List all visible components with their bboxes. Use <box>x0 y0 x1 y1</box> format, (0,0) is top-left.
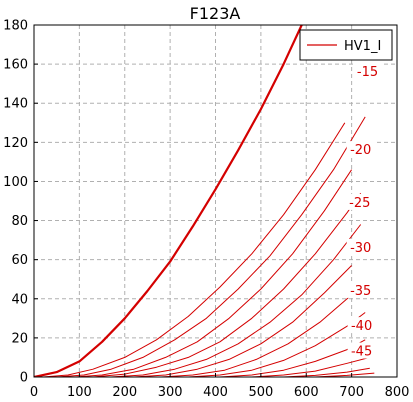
curve <box>56 116 366 377</box>
x-tick-label: 800 <box>385 385 410 400</box>
curve <box>283 367 370 377</box>
x-tick-label: 600 <box>294 385 319 400</box>
curve-label-bg <box>346 238 375 255</box>
legend: HV1_I <box>299 29 393 61</box>
y-tick-label: 60 <box>11 253 28 268</box>
x-tick-label: 100 <box>67 385 92 400</box>
y-tick-label: 180 <box>3 19 28 34</box>
curve-label-bg <box>346 141 375 158</box>
chart-title: F123A <box>190 4 241 23</box>
curve-label-bg <box>353 62 382 79</box>
curve <box>188 312 366 377</box>
x-tick-label: 200 <box>112 385 137 400</box>
x-tick-label: 500 <box>248 385 273 400</box>
curve-label: -45 <box>351 345 372 360</box>
curve <box>111 224 362 377</box>
y-tick-label: 40 <box>11 292 28 307</box>
y-tick-label: 120 <box>3 136 28 151</box>
curve-bold <box>34 25 303 377</box>
x-tick-label: 0 <box>30 385 38 400</box>
curve-label: -20 <box>350 143 371 158</box>
curve <box>315 372 375 377</box>
x-tick-label: 300 <box>158 385 183 400</box>
legend-label: HV1_I <box>344 39 381 54</box>
curve <box>43 122 346 377</box>
curve-label: -15 <box>357 65 378 80</box>
curve-label: -35 <box>350 284 371 299</box>
ticks: 0 100 200 300 400 500 600 700 800 0 20 40 60 80 100 120… <box>3 19 409 401</box>
curve-label: -25 <box>349 196 370 211</box>
grid <box>34 25 397 377</box>
curve-label: -40 <box>351 319 372 334</box>
curve-label: -30 <box>350 241 371 256</box>
curve <box>133 265 352 377</box>
y-tick-label: 20 <box>11 331 28 346</box>
y-tick-label: 0 <box>20 371 28 386</box>
x-tick-label: 700 <box>339 385 364 400</box>
y-tick-label: 80 <box>11 214 28 229</box>
y-tick-label: 100 <box>3 175 28 190</box>
x-tick-label: 400 <box>203 385 228 400</box>
curve <box>251 356 370 377</box>
curve <box>161 294 352 377</box>
curves <box>34 25 375 377</box>
curve <box>74 169 353 377</box>
curve-label-bg <box>346 281 375 298</box>
curve-label-bg <box>347 342 376 359</box>
curve-labels: -15 -20 -25 -30 -35 -40 -45 <box>345 62 382 360</box>
curve-label-bg <box>345 193 374 210</box>
y-tick-label: 140 <box>3 97 28 112</box>
curve <box>92 192 362 377</box>
curve-label-bg <box>347 317 376 334</box>
y-tick-label: 160 <box>3 58 28 73</box>
